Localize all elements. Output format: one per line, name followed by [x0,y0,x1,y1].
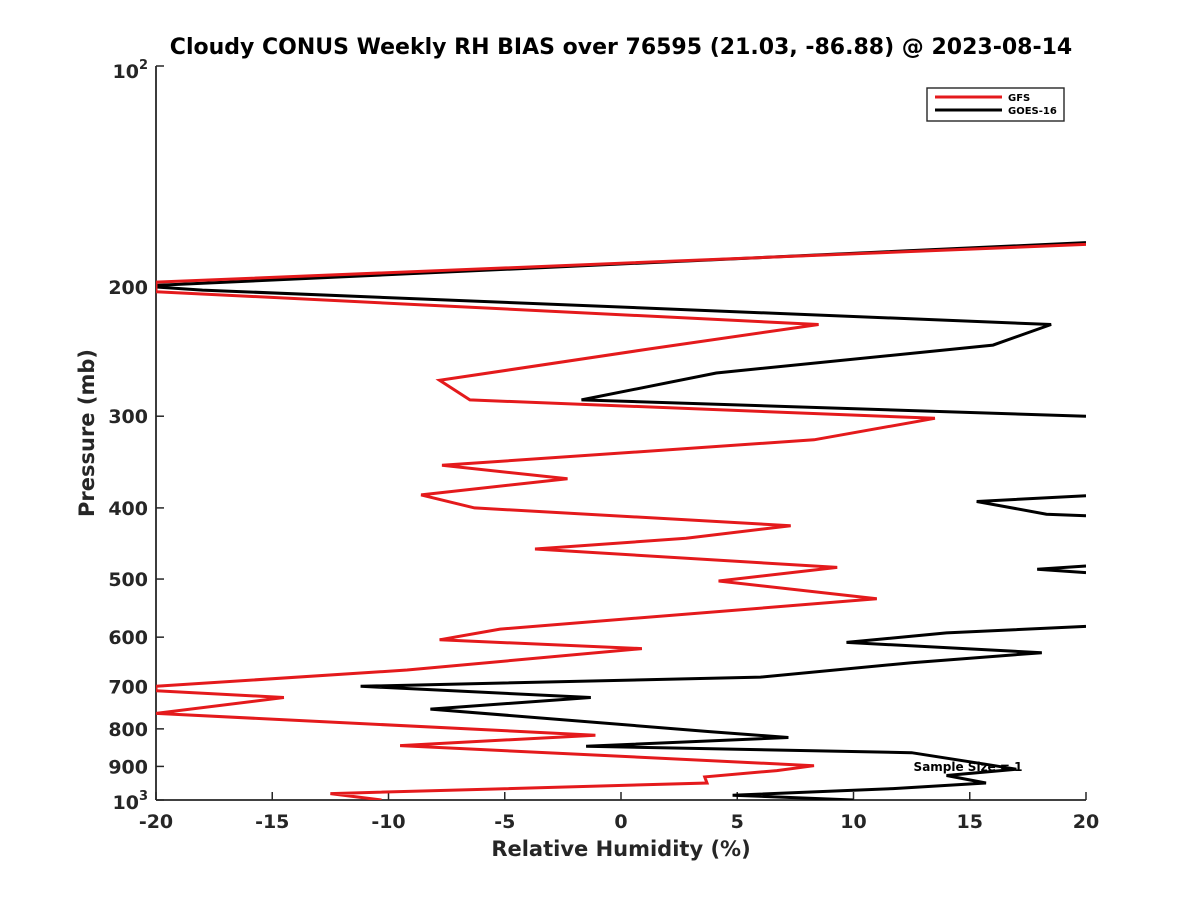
x-axis-label: Relative Humidity (%) [491,837,750,861]
series-line-goes16-3 [360,624,1086,800]
series-line-goes16-0 [156,241,1086,418]
y-tick-label: 200 [108,277,148,299]
legend-label-gfs: GFS [1008,93,1030,104]
y-tick-label: 900 [108,756,148,778]
plot-area [156,241,1086,800]
y-axis-label: Pressure (mb) [75,349,99,517]
y-tick-exponent: 3 [139,789,148,804]
chart-title: Cloudy CONUS Weekly RH BIAS over 76595 (… [170,35,1072,60]
y-tick-exponent: 2 [139,58,148,73]
y-tick-label: 600 [108,627,148,649]
y-tick-label: 102 [113,58,149,83]
series-line-gfs [156,242,1086,800]
y-tick-label: 300 [108,406,148,428]
legend: GFS GOES-16 [926,87,1065,122]
x-tick-label: -5 [494,811,515,833]
sample-size-annotation: Sample Size = 1 [914,760,1023,774]
x-tick-label: 0 [614,811,627,833]
x-tick-label: -15 [255,811,289,833]
x-tick-label: 10 [840,811,866,833]
legend-label-goes16: GOES-16 [1008,106,1057,117]
series-line-goes16-2 [1037,564,1086,575]
series-line-goes16-1 [976,494,1086,518]
legend-box [926,87,1065,122]
x-tick-label: -20 [139,811,173,833]
y-tick-base: 10 [113,792,139,814]
x-tick-label: 5 [731,811,744,833]
y-tick-label: 400 [108,498,148,520]
y-tick-label: 103 [113,789,149,814]
x-tick-label: -10 [371,811,405,833]
y-tick-label: 800 [108,719,148,741]
x-tick-label: 15 [957,811,983,833]
y-tick-base: 10 [113,61,139,83]
y-tick-label: 700 [108,676,148,698]
x-ticks: -20 -15 -10 -5 0 5 10 15 20 [139,792,1099,833]
x-tick-label: 20 [1073,811,1099,833]
y-tick-label: 500 [108,569,148,591]
